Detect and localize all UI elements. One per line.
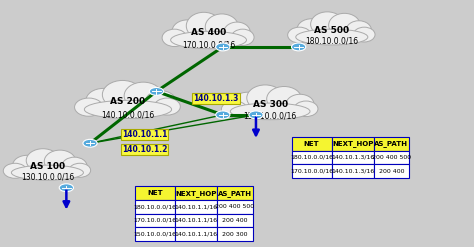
Text: 170.10.0.0/16: 170.10.0.0/16 — [134, 218, 177, 223]
Ellipse shape — [172, 20, 202, 43]
Text: AS_PATH: AS_PATH — [374, 140, 408, 147]
Text: 140.10.1.3/16: 140.10.1.3/16 — [331, 155, 374, 160]
FancyBboxPatch shape — [217, 200, 253, 214]
Text: AS 500: AS 500 — [314, 26, 349, 35]
Text: 200 300: 200 300 — [222, 231, 247, 237]
Text: 140.10.1.1: 140.10.1.1 — [122, 130, 167, 139]
FancyBboxPatch shape — [217, 214, 253, 227]
FancyBboxPatch shape — [175, 214, 217, 227]
Ellipse shape — [205, 14, 238, 40]
FancyBboxPatch shape — [175, 227, 217, 241]
Text: 140.10.1.1/16: 140.10.1.1/16 — [175, 231, 218, 237]
Ellipse shape — [296, 29, 368, 45]
FancyBboxPatch shape — [292, 164, 332, 178]
Ellipse shape — [288, 27, 311, 43]
Ellipse shape — [231, 29, 254, 45]
FancyBboxPatch shape — [135, 186, 175, 200]
Ellipse shape — [292, 43, 306, 51]
FancyBboxPatch shape — [332, 137, 374, 151]
Ellipse shape — [74, 98, 103, 116]
Ellipse shape — [11, 165, 83, 180]
Ellipse shape — [59, 184, 73, 192]
Text: 140.10.1.1/16: 140.10.1.1/16 — [175, 218, 218, 223]
Ellipse shape — [310, 12, 344, 37]
Text: 140.10.0.0/16: 140.10.0.0/16 — [101, 110, 155, 119]
Text: 180.10.0.0/16: 180.10.0.0/16 — [305, 37, 358, 46]
FancyBboxPatch shape — [374, 137, 409, 151]
FancyBboxPatch shape — [175, 186, 217, 200]
Text: 150.10.0.0/16: 150.10.0.0/16 — [244, 112, 297, 121]
Ellipse shape — [297, 19, 326, 40]
Text: NET: NET — [147, 190, 163, 196]
FancyBboxPatch shape — [374, 164, 409, 178]
Text: 200 400: 200 400 — [379, 168, 404, 174]
Ellipse shape — [44, 150, 76, 173]
Ellipse shape — [26, 149, 60, 172]
Ellipse shape — [216, 111, 230, 119]
Text: 200 400 500: 200 400 500 — [215, 204, 255, 209]
FancyBboxPatch shape — [374, 151, 409, 164]
Ellipse shape — [249, 111, 263, 119]
FancyBboxPatch shape — [332, 164, 374, 178]
FancyBboxPatch shape — [135, 227, 175, 241]
Ellipse shape — [224, 22, 250, 43]
Ellipse shape — [267, 86, 301, 111]
Text: AS 300: AS 300 — [253, 100, 288, 109]
Text: 170.10.0.0/16: 170.10.0.0/16 — [290, 168, 333, 174]
Ellipse shape — [232, 92, 264, 114]
Text: 170.10.0.0/16: 170.10.0.0/16 — [182, 41, 235, 49]
Text: 130.10.0.0/16: 130.10.0.0/16 — [21, 172, 74, 181]
FancyBboxPatch shape — [332, 151, 374, 164]
Ellipse shape — [286, 94, 314, 114]
FancyBboxPatch shape — [135, 214, 175, 227]
Text: NEXT_HOP: NEXT_HOP — [175, 190, 217, 197]
Ellipse shape — [346, 21, 372, 40]
Ellipse shape — [86, 88, 121, 112]
Text: 140.10.1.3/16: 140.10.1.3/16 — [331, 168, 374, 174]
Text: AS 100: AS 100 — [30, 162, 65, 171]
Text: 180.10.0.0/16: 180.10.0.0/16 — [134, 204, 177, 209]
FancyBboxPatch shape — [292, 151, 332, 164]
Ellipse shape — [186, 12, 221, 40]
Text: NET: NET — [304, 141, 319, 147]
Text: 150.10.0.0/16: 150.10.0.0/16 — [134, 231, 177, 237]
Text: NEXT_HOP: NEXT_HOP — [332, 140, 374, 147]
Text: 200 400 500: 200 400 500 — [372, 155, 411, 160]
Ellipse shape — [62, 157, 87, 175]
FancyBboxPatch shape — [217, 186, 253, 200]
Ellipse shape — [154, 98, 180, 115]
Text: 180.10.0.0/16: 180.10.0.0/16 — [290, 155, 333, 160]
Text: 140.10.1.3: 140.10.1.3 — [193, 94, 238, 103]
Ellipse shape — [84, 100, 172, 119]
Text: AS_PATH: AS_PATH — [218, 190, 252, 197]
Ellipse shape — [149, 87, 164, 95]
FancyBboxPatch shape — [292, 137, 332, 151]
FancyBboxPatch shape — [217, 227, 253, 241]
FancyBboxPatch shape — [135, 200, 175, 214]
Text: AS 200: AS 200 — [110, 97, 146, 106]
Ellipse shape — [102, 81, 143, 109]
Ellipse shape — [328, 13, 360, 37]
Text: AS 400: AS 400 — [191, 28, 226, 37]
Ellipse shape — [294, 101, 318, 117]
Ellipse shape — [13, 155, 42, 175]
FancyBboxPatch shape — [175, 200, 217, 214]
Ellipse shape — [171, 31, 246, 49]
Ellipse shape — [354, 27, 375, 42]
Ellipse shape — [124, 82, 162, 109]
Text: 140.10.1.1/16: 140.10.1.1/16 — [175, 204, 218, 209]
Text: 140.10.1.2: 140.10.1.2 — [122, 145, 167, 154]
Ellipse shape — [216, 43, 230, 51]
Text: 200 400: 200 400 — [222, 218, 247, 223]
Ellipse shape — [221, 101, 247, 118]
Ellipse shape — [230, 103, 310, 120]
Ellipse shape — [3, 163, 27, 178]
Ellipse shape — [247, 85, 283, 111]
Ellipse shape — [83, 139, 97, 147]
Ellipse shape — [162, 29, 187, 46]
Ellipse shape — [146, 91, 176, 112]
Ellipse shape — [69, 163, 91, 177]
